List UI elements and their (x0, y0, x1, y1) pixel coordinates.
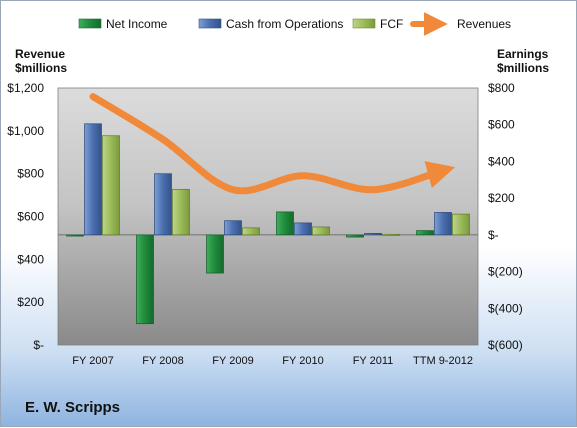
y-right-tick-label-0: $(600) (488, 338, 523, 352)
y-right-tick-label-3: $- (488, 228, 499, 242)
bar-fcf-1 (172, 188, 190, 236)
bars-layer (58, 123, 478, 325)
bar-fcf-0 (102, 135, 120, 236)
legend-label-revenues: Revenues (457, 17, 511, 31)
bar-net-income-1 (136, 234, 154, 325)
legend-swatch-fcf (352, 18, 376, 29)
x-tick-label-4: FY 2011 (353, 355, 394, 367)
bar-net-income-2 (206, 234, 224, 274)
legend-label-cash-from-operations: Cash from Operations (226, 17, 343, 31)
legend-swatch-cash-from-operations (198, 18, 222, 29)
x-tick-label-1: FY 2008 (142, 355, 183, 367)
legend-label-net-income: Net Income (106, 17, 168, 31)
y-left-tick-label-4: $800 (17, 167, 44, 181)
bar-cash-from-operations-5 (434, 212, 452, 236)
y-right-title-line2: $millions (497, 61, 549, 75)
x-tick-label-3: FY 2010 (282, 355, 323, 367)
bar-fcf-3 (312, 226, 330, 236)
y-left-tick-label-0: $- (33, 338, 44, 352)
legend-label-fcf: FCF (380, 17, 403, 31)
x-tick-label-2: FY 2009 (212, 355, 253, 367)
y-left-title-line1: Revenue (15, 47, 65, 61)
bar-cash-from-operations-4 (364, 233, 382, 236)
y-right-tick-label-6: $600 (488, 118, 515, 132)
y-left-tick-label-3: $600 (17, 210, 44, 224)
bar-cash-from-operations-3 (294, 222, 312, 236)
bar-fcf-4 (382, 233, 400, 236)
y-left-tick-label-2: $400 (17, 252, 44, 266)
x-tick-label-5: TTM 9-2012 (413, 355, 473, 367)
legend-swatch-net-income (78, 18, 102, 29)
bar-fcf-5 (452, 213, 470, 236)
x-tick-label-0: FY 2007 (72, 355, 113, 367)
y-right-tick-label-2: $(200) (488, 265, 523, 279)
y-right-tick-label-7: $800 (488, 81, 515, 95)
y-left-tick-label-6: $1,200 (7, 81, 44, 95)
bar-cash-from-operations-0 (84, 123, 102, 236)
bar-fcf-2 (242, 227, 260, 236)
bar-cash-from-operations-2 (224, 220, 242, 236)
axes-layer: $- $200 $400 $600 $800 $1,000 $1,200 $(600) $(40… (7, 81, 522, 367)
bar-net-income-5 (416, 230, 434, 236)
company-name: E. W. Scripps (25, 399, 121, 416)
bar-cash-from-operations-1 (154, 173, 172, 236)
y-left-tick-label-5: $1,000 (7, 124, 44, 138)
line-revenues (89, 93, 456, 195)
y-left-title-line2: $millions (15, 61, 67, 75)
bar-net-income-4 (346, 234, 364, 238)
y-right-title-line1: Earnings (497, 47, 549, 61)
revenues-line-layer (89, 93, 456, 195)
y-right-tick-label-1: $(400) (488, 301, 523, 315)
bar-net-income-3 (276, 211, 294, 236)
y-right-tick-label-4: $200 (488, 191, 515, 205)
plot-area (57, 87, 479, 346)
y-left-tick-label-1: $200 (17, 295, 44, 309)
bar-net-income-0 (66, 234, 84, 237)
y-right-tick-label-5: $400 (488, 154, 515, 168)
legend: Net Income Cash from Operations FCF Reve… (78, 12, 511, 36)
